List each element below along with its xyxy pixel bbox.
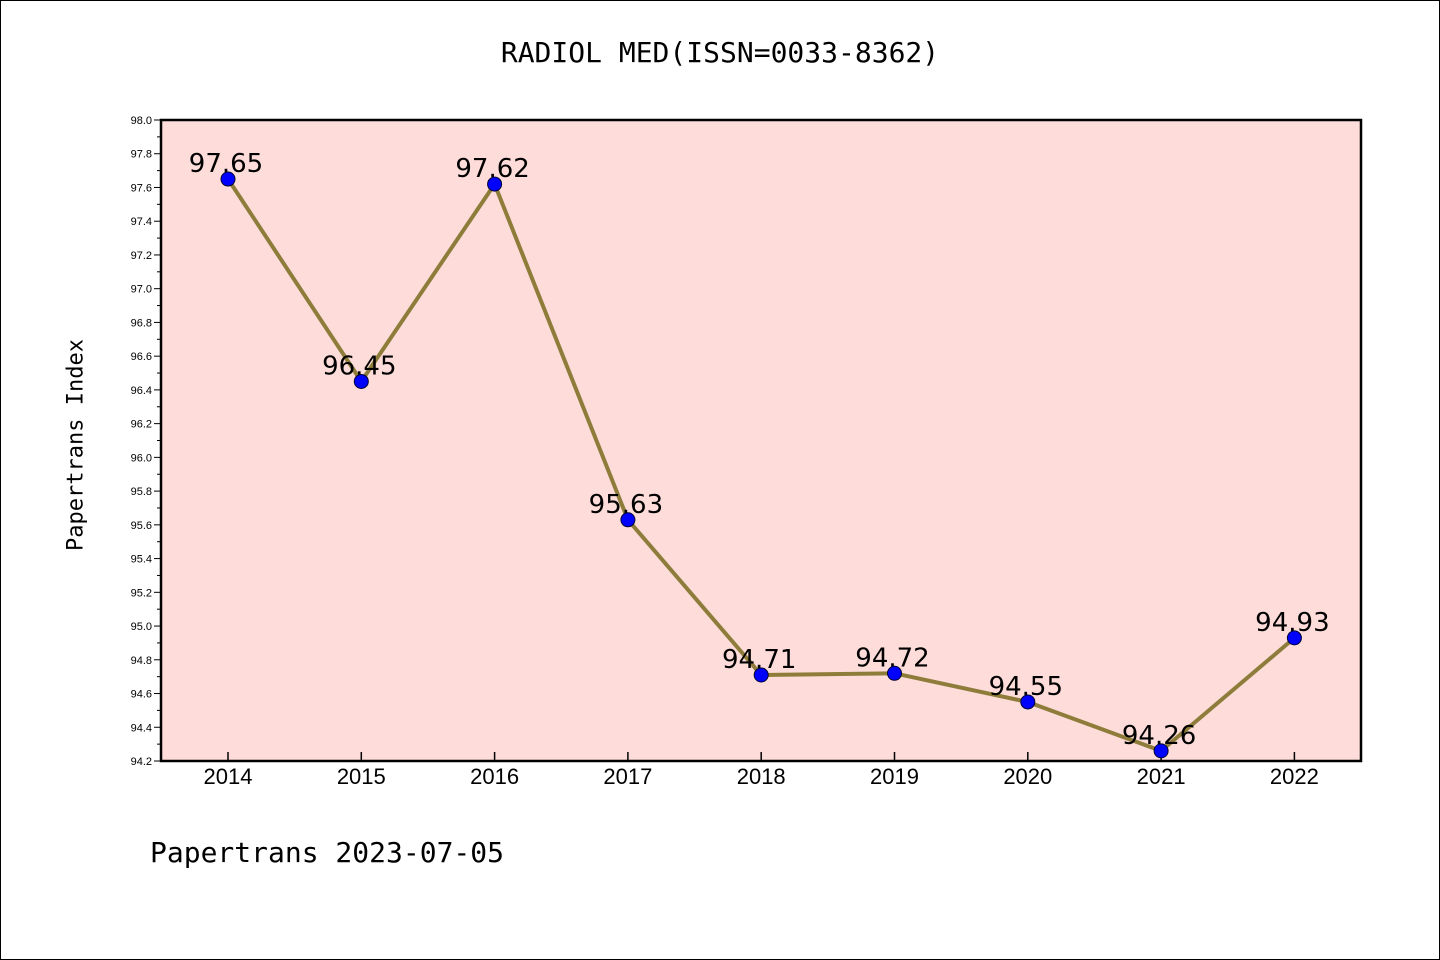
data-point[interactable] bbox=[487, 176, 503, 192]
y-tick-label: 97.6 bbox=[131, 182, 152, 194]
data-point[interactable] bbox=[753, 667, 769, 683]
y-tick-label: 96.0 bbox=[131, 452, 152, 464]
y-tick-label: 95.6 bbox=[131, 520, 152, 532]
x-tick-label: 2016 bbox=[470, 764, 519, 789]
y-tick-label: 96.8 bbox=[131, 317, 152, 329]
y-tick-label: 95.8 bbox=[131, 486, 152, 498]
y-tick-label: 96.6 bbox=[131, 351, 152, 363]
data-point[interactable] bbox=[1153, 743, 1169, 759]
y-tick-label: 94.4 bbox=[131, 722, 152, 734]
footer-text: Papertrans 2023-07-05 bbox=[150, 836, 505, 869]
data-point[interactable] bbox=[887, 665, 902, 681]
y-tick-label: 94.6 bbox=[131, 689, 152, 701]
y-tick-label: 97.0 bbox=[131, 284, 152, 296]
y-tick-label: 94.2 bbox=[131, 756, 152, 768]
y-tick-label: 96.4 bbox=[131, 385, 152, 397]
y-tick-label: 97.8 bbox=[131, 149, 152, 161]
x-tick-label: 2022 bbox=[1270, 764, 1319, 789]
data-point[interactable] bbox=[220, 171, 236, 187]
y-tick-label: 95.2 bbox=[131, 587, 152, 599]
data-point[interactable] bbox=[620, 512, 636, 528]
plot-border bbox=[159, 118, 1363, 763]
y-tick-label: 98.0 bbox=[131, 115, 152, 127]
y-tick-label: 95.4 bbox=[131, 554, 152, 566]
x-tick-label: 2018 bbox=[737, 764, 786, 789]
chart-title: RADIOL MED(ISSN=0033-8362) bbox=[500, 36, 940, 69]
data-point[interactable] bbox=[1286, 630, 1302, 646]
y-tick-label: 97.2 bbox=[131, 250, 152, 262]
x-tick-label: 2019 bbox=[870, 764, 919, 789]
x-tick-label: 2015 bbox=[337, 764, 386, 789]
y-tick-label: 94.8 bbox=[131, 655, 152, 667]
y-tick-label: 95.0 bbox=[131, 621, 152, 633]
x-tick-label: 2014 bbox=[204, 764, 253, 789]
data-point[interactable] bbox=[1020, 694, 1036, 710]
x-tick-label: 2020 bbox=[1003, 764, 1052, 789]
data-point[interactable] bbox=[353, 373, 369, 389]
x-tick-label: 2017 bbox=[603, 764, 652, 789]
plot-area bbox=[161, 120, 1361, 761]
y-tick-label: 97.4 bbox=[131, 216, 152, 228]
y-tick-label: 96.2 bbox=[131, 419, 152, 431]
x-tick-label: 2021 bbox=[1137, 764, 1186, 789]
